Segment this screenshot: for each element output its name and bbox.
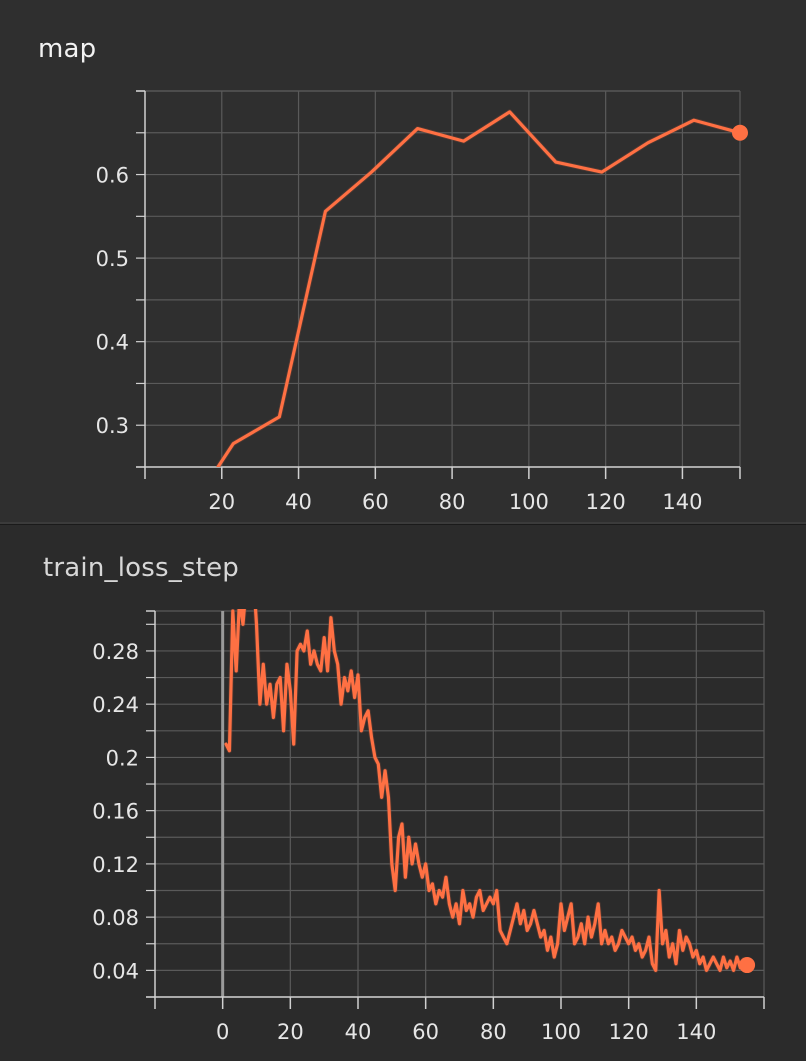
x-tick-label: 120 (609, 1020, 649, 1044)
y-tick-label: 0.2 (106, 746, 139, 770)
chart-title: map (38, 34, 97, 64)
x-tick-label: 20 (277, 1020, 304, 1044)
y-tick-label: 0.16 (92, 800, 139, 824)
series-line (216, 110, 742, 467)
map-chart[interactable]: 20 40 60 80 100 120 140 0.3 0.4 0.5 0.6 (0, 0, 806, 522)
x-tick-label: 80 (439, 490, 466, 514)
x-tick-label: 140 (662, 490, 702, 514)
y-tick-label: 0.04 (92, 959, 139, 983)
x-tick-label: 40 (285, 490, 312, 514)
x-tick-label: 100 (509, 490, 549, 514)
train-loss-step-chart[interactable]: 0 20 40 60 80 100 120 140 0.04 0.08 0.12 0.16 0.2 0.2… (0, 525, 806, 1061)
y-tick-label: 0.5 (96, 247, 129, 271)
last-point-marker (739, 957, 756, 974)
series-line (224, 609, 749, 972)
y-tick-label: 0.3 (96, 414, 129, 438)
x-tick-label: 60 (412, 1020, 439, 1044)
x-tick-label: 40 (345, 1020, 372, 1044)
x-tick-label: 80 (480, 1020, 507, 1044)
y-tick-label: 0.12 (92, 853, 139, 877)
x-tick-label: 140 (676, 1020, 716, 1044)
x-tick-label: 20 (208, 490, 235, 514)
chart-title: train_loss_step (43, 553, 239, 583)
last-point-marker (732, 124, 748, 141)
x-tick-label: 0 (216, 1020, 229, 1044)
chart-card-train-loss-step: train_loss_step 0 20 40 60 80 100 120 140 0.04 0.… (0, 524, 806, 1061)
chart-card-map: map 20 40 60 80 100 120 140 0.3 0.4 0.5 0.6 (0, 0, 806, 524)
x-tick-label: 120 (586, 490, 626, 514)
y-tick-label: 0.08 (92, 906, 139, 930)
series-shadow-line (223, 609, 750, 973)
y-tick-label: 0.4 (96, 331, 129, 355)
series-shadow-line (215, 109, 741, 467)
y-tick-label: 0.28 (92, 640, 139, 664)
y-tick-label: 0.24 (92, 693, 139, 717)
x-tick-label: 100 (541, 1020, 581, 1044)
y-tick-label: 0.6 (96, 164, 129, 188)
x-tick-label: 60 (362, 490, 389, 514)
